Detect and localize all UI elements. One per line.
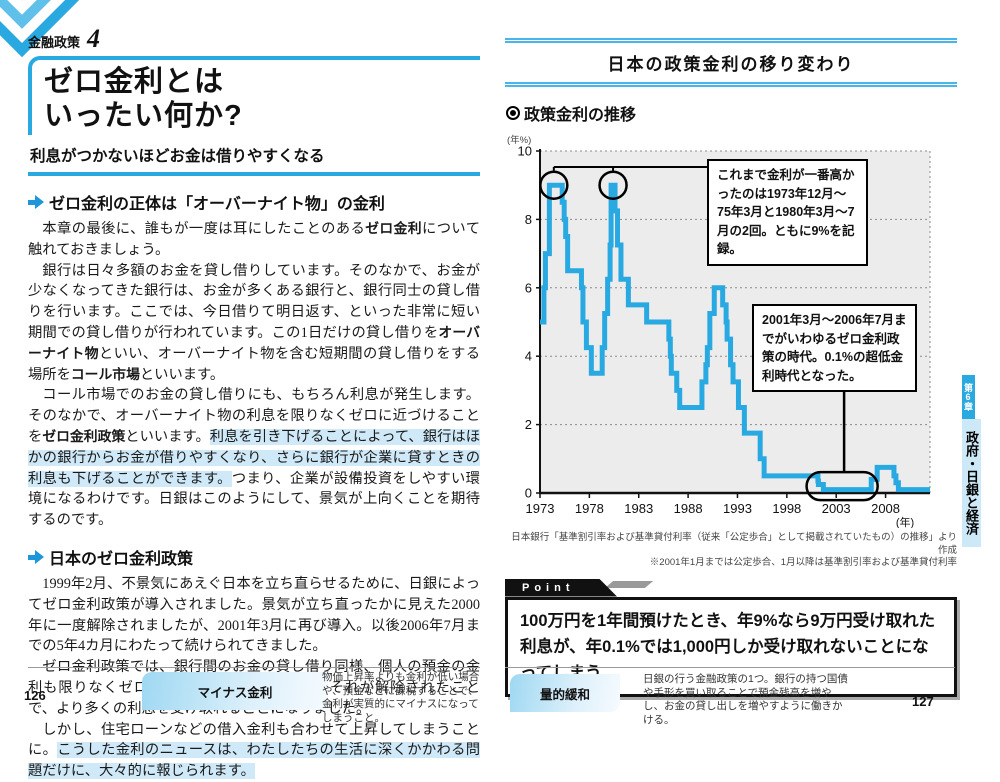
svg-text:1973: 1973 xyxy=(526,501,555,516)
kicker-label: 金融政策 xyxy=(28,35,81,50)
footer-rule-right xyxy=(505,667,955,668)
paragraph: しかし、住宅ローンなどの借入金利も合わせて上昇してしまうことに。こうした金利のニ… xyxy=(28,721,480,780)
chart-source-line2: ※2001年1月までは公定歩合、1月以降は基準割引率および基準貸付利率 xyxy=(649,557,957,568)
svg-text:8: 8 xyxy=(525,212,532,227)
page-number-left: 126 xyxy=(24,688,46,703)
fisheye-bullet-icon xyxy=(506,106,520,120)
subtitle-wrap: 利息がつかないほどお金は借りやすくなる xyxy=(28,144,480,176)
footer-rule-left xyxy=(28,667,480,668)
point-tab-accent xyxy=(604,580,654,588)
page-number-right: 127 xyxy=(912,694,934,709)
glossary-definition: 物価上昇率よりも金利が低い場合や、預金などに課税することで、金利が実質的にマイナ… xyxy=(322,671,480,724)
chapter-title: 政府・日銀と経済 xyxy=(962,419,981,547)
paragraph: 本章の最後に、誰もが一度は耳にしたことのあるゼロ金利について触れておきましょう。 xyxy=(28,221,480,258)
rate-line xyxy=(540,182,930,493)
chapter-number: 第6章 xyxy=(962,375,975,419)
policy-rate-chart: 0 2 4 6 8 10 (年%) 1973 1978 1983 1988 1993 1998 2003 2… xyxy=(505,132,957,528)
page-title-line1: ゼロ金利とは xyxy=(44,66,225,98)
section-overnight: ゼロ金利の正体は「オーバーナイト物」の金利 本章の最後に、誰もが一度は耳にしたこ… xyxy=(28,190,481,531)
section-body: 本章の最後に、誰もが一度は耳にしたことのあるゼロ金利について触れておきましょう。… xyxy=(28,219,481,531)
right-page: 日本の政策金利の移り変わり 政策金利の推移 0 2 4 6 8 10 (年%) 1973 197… xyxy=(505,38,957,697)
callout-highest-rate: これまで金利が一番高かったのは1973年12月〜75年3月と1980年3月〜7月… xyxy=(707,159,868,266)
page-title-line2: いったい何か? xyxy=(44,100,243,132)
blue-arrow-icon xyxy=(28,549,44,564)
kicker-number: 4 xyxy=(87,24,101,53)
glossary-term-minus-rate: マイナス金利 xyxy=(142,672,328,710)
svg-text:6: 6 xyxy=(525,280,532,295)
blue-arrow-icon xyxy=(28,195,44,209)
section-heading: 日本のゼロ金利政策 xyxy=(28,545,480,569)
svg-text:1988: 1988 xyxy=(674,501,703,516)
callout-zero-rate-era: 2001年3月〜2006年7月までがいわゆるゼロ金利政策の時代。0.1%の超低金… xyxy=(752,304,917,392)
paragraph: コール市場でのお金の貸し借りにも、もちろん利息が発生します。そのなかで、オーバー… xyxy=(28,387,481,529)
paragraph: 銀行は日々多額のお金を貸し借りしています。そのなかで、お金が少なくなってきた銀行… xyxy=(28,262,480,383)
svg-text:(年): (年) xyxy=(896,515,914,528)
svg-text:1993: 1993 xyxy=(723,501,752,516)
svg-text:2008: 2008 xyxy=(871,501,900,516)
paragraph: 1999年2月、不景気にあえぐ日本を立ち直らせるために、日銀によってゼロ金利政策… xyxy=(28,575,480,655)
section-heading-text: 日本のゼロ金利政策 xyxy=(49,550,194,568)
glossary-definition: 日銀の行う金融政策の1つ。銀行の持つ国債や手形を買い取ることで預金残高を増やし、… xyxy=(643,673,848,726)
section-japan-policy: 日本のゼロ金利政策 1999年2月、不景気にあえぐ日本を立ち直らせるために、日銀… xyxy=(28,545,480,782)
chart-heading: 政策金利の推移 xyxy=(505,101,957,125)
svg-text:2003: 2003 xyxy=(822,501,851,516)
section-kicker: 金融政策 4 xyxy=(28,24,480,54)
section-heading: ゼロ金利の正体は「オーバーナイト物」の金利 xyxy=(28,190,480,214)
section-heading-text: ゼロ金利の正体は「オーバーナイト物」の金利 xyxy=(49,196,385,213)
glossary-term-quantitative-easing: 量的緩和 xyxy=(510,674,620,712)
chart-heading-text: 政策金利の推移 xyxy=(524,107,637,124)
title-block: ゼロ金利とは いったい何か? xyxy=(28,56,480,135)
page-subtitle: 利息がつかないほどお金は借りやすくなる xyxy=(30,148,325,165)
chart-source: 日本銀行「基準割引率および基準貸付利率（従来「公定歩合」として掲載されていたもの… xyxy=(505,532,957,570)
figure-band-title: 日本の政策金利の移り変わり xyxy=(505,38,957,87)
svg-text:(年%): (年%) xyxy=(507,134,531,146)
svg-text:1983: 1983 xyxy=(624,501,653,516)
svg-text:2: 2 xyxy=(525,417,532,432)
point-label: Point xyxy=(505,578,617,597)
left-page: 金融政策 4 ゼロ金利とは いったい何か? 利息がつかないほどお金は借りやすくなる… xyxy=(28,24,481,782)
svg-text:1998: 1998 xyxy=(772,501,801,516)
svg-text:1978: 1978 xyxy=(575,501,604,516)
svg-text:10: 10 xyxy=(518,144,532,159)
chapter-edge-tab: 第6章 政府・日銀と経済 xyxy=(962,375,988,547)
svg-text:4: 4 xyxy=(525,349,532,364)
svg-text:0: 0 xyxy=(525,486,532,501)
chart-source-line1: 日本銀行「基準割引率および基準貸付利率（従来「公定歩合」として掲載されていたもの… xyxy=(511,532,957,556)
